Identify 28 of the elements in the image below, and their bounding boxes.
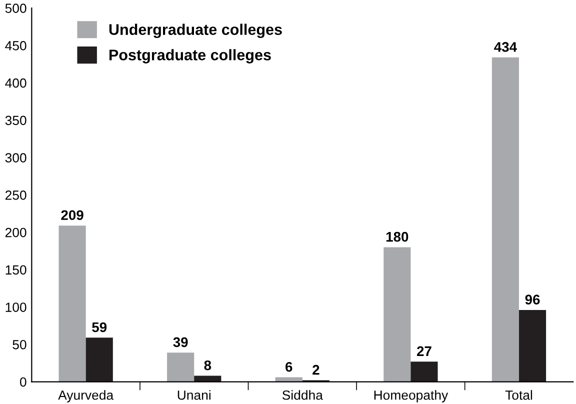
data-label: 8 [204,360,212,370]
data-label: 2 [312,364,320,375]
x-tick-label: Total [505,390,532,400]
y-tick-label: 500 [5,4,26,13]
data-label: 209 [61,210,84,220]
x-tick-label: Ayurveda [58,390,114,402]
y-tick-label: 100 [6,302,26,312]
y-tick-label: 350 [5,116,26,126]
data-label: 39 [173,337,188,348]
y-tick-label: 400 [5,78,26,88]
legend-label: Undergraduate colleges [109,24,282,38]
x-tick-label: Siddha [282,390,323,400]
data-label: 27 [416,346,432,356]
y-tick-label: 150 [6,265,26,275]
x-tick-label: Unani [178,390,210,400]
y-tick-label: 250 [5,190,26,200]
legend-label: Postgraduate colleges [109,49,271,64]
y-tick-label: 200 [5,228,26,238]
data-label: 180 [386,232,408,242]
data-label: 6 [286,362,292,372]
y-tick-label: 0 [20,377,26,387]
y-tick-label: 50 [12,340,26,350]
data-label: 434 [494,42,517,52]
data-label: 59 [92,322,107,332]
data-label: 96 [525,294,540,305]
y-tick-label: 300 [5,153,26,162]
x-tick-label: Homeopathy [374,390,448,402]
y-tick-label: 450 [5,41,26,50]
